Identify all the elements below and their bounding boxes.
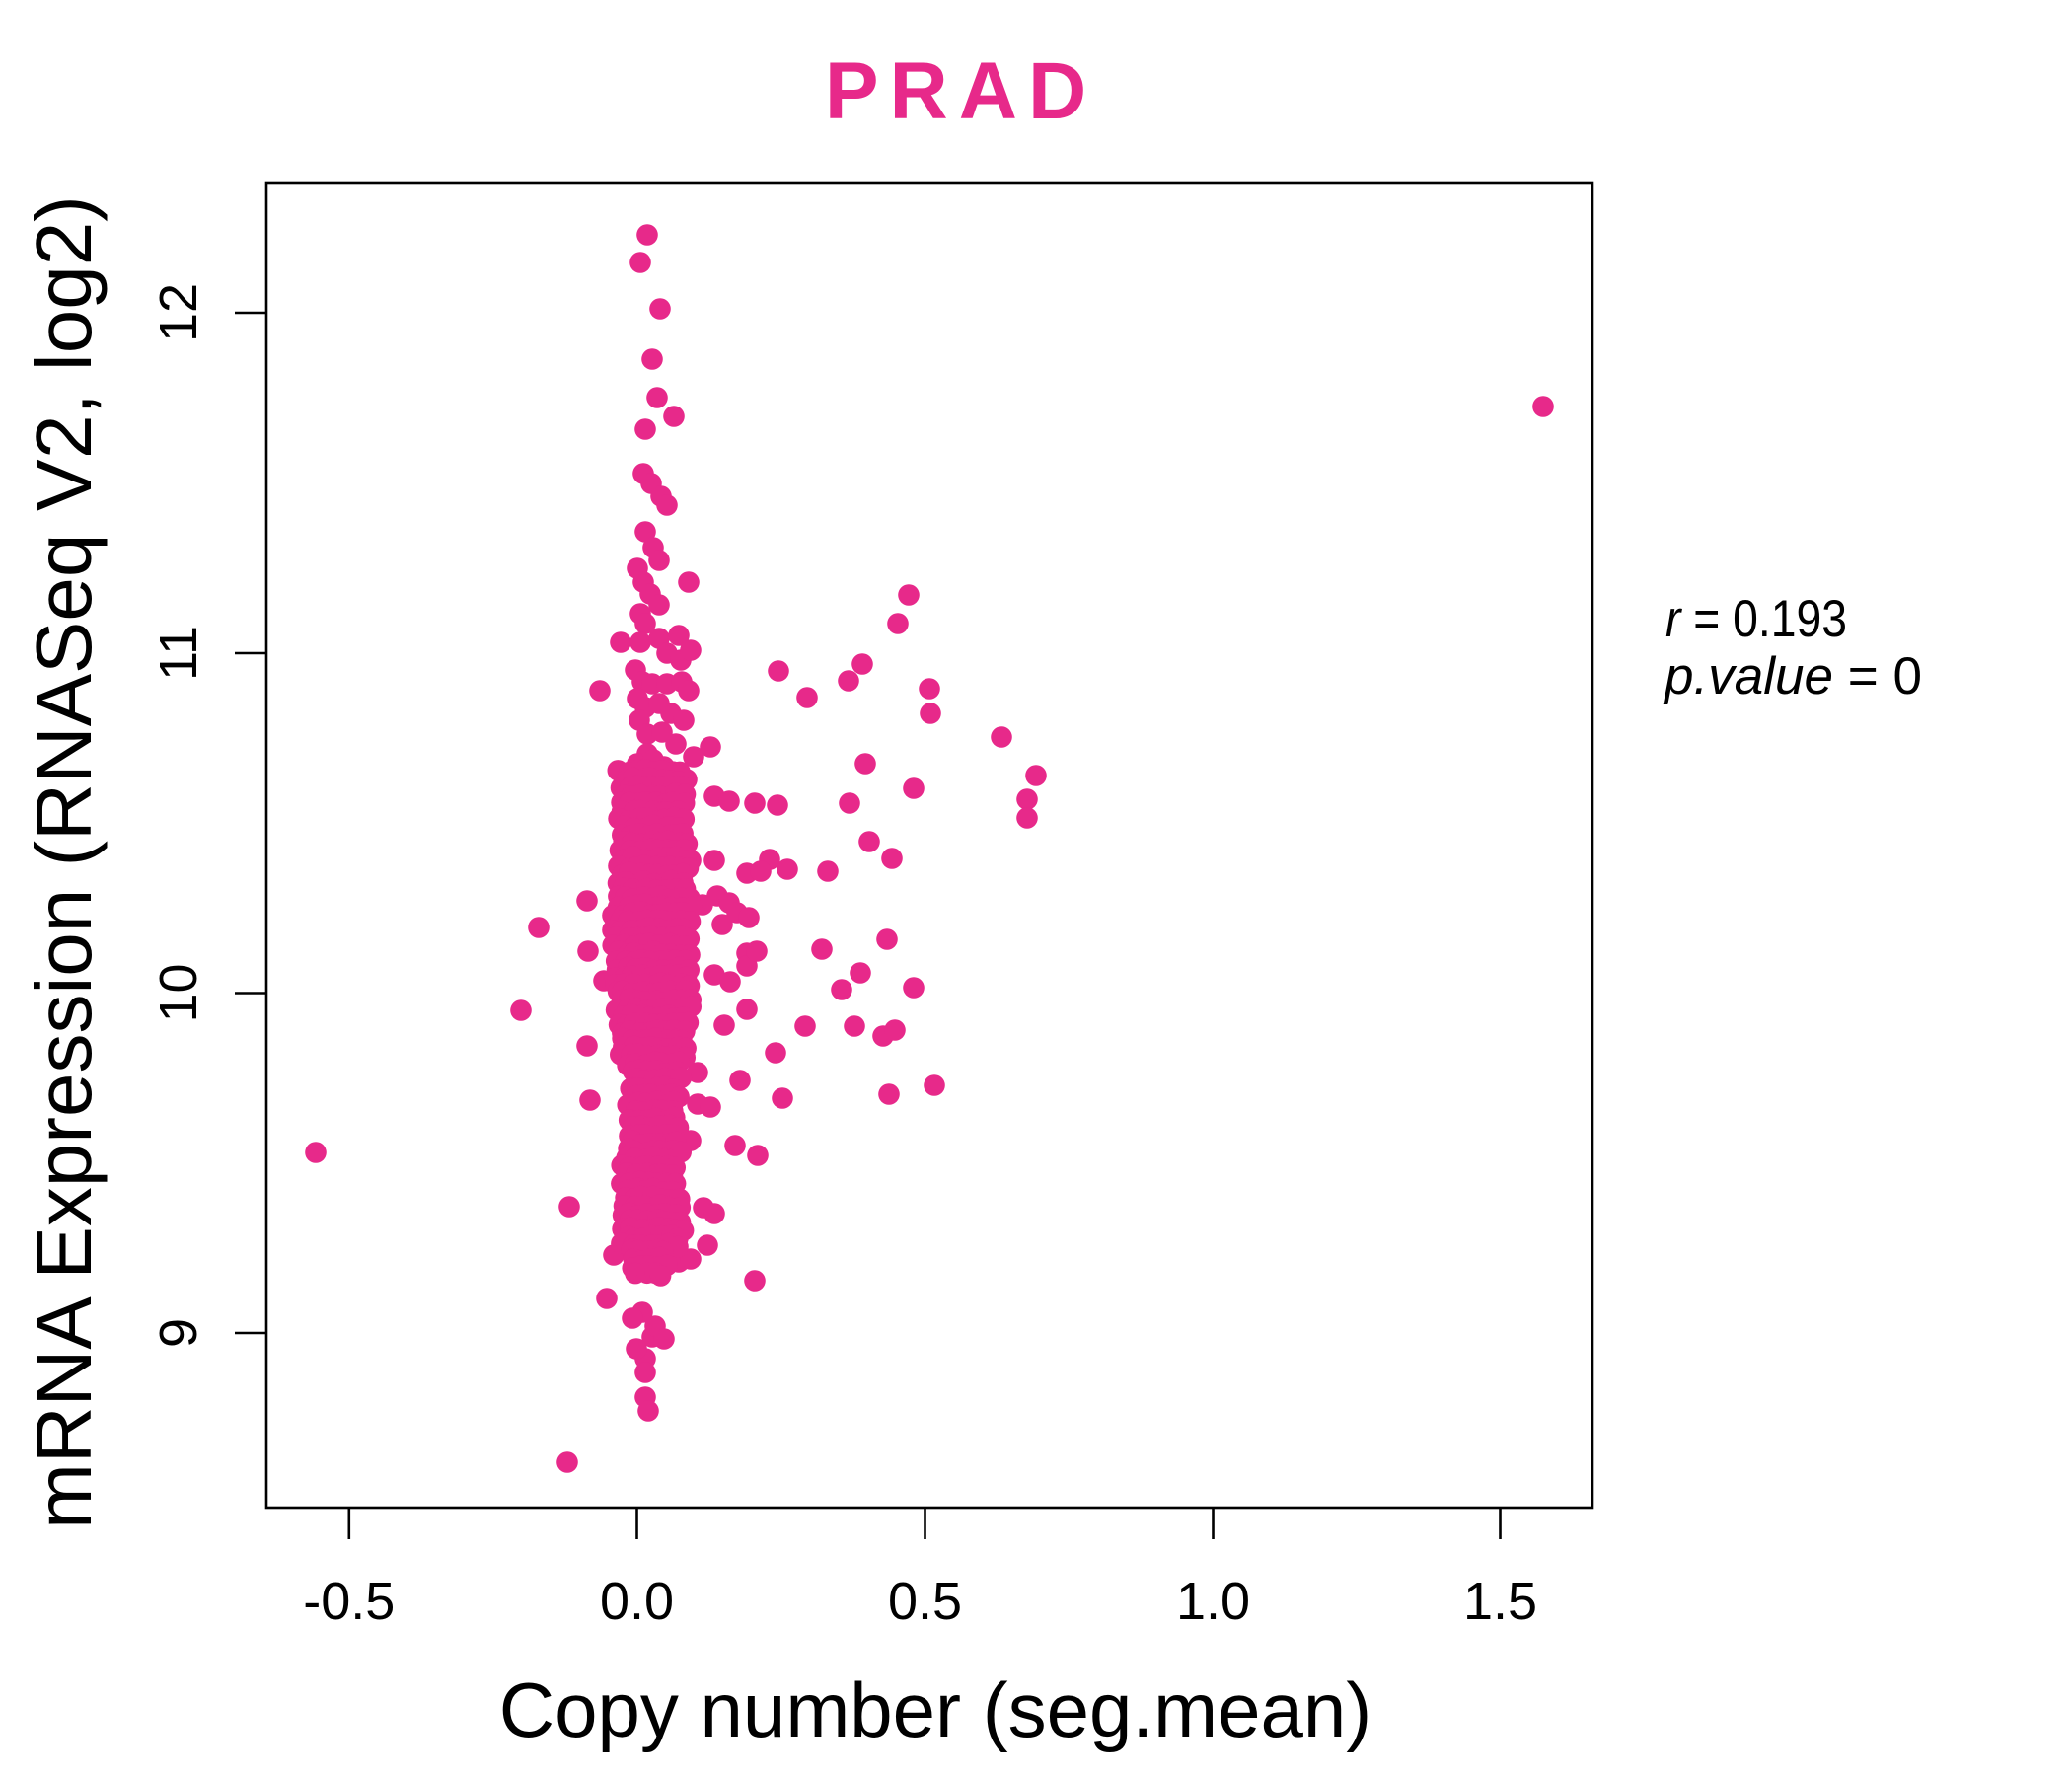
svg-text:0.5: 0.5 [888,1572,962,1631]
svg-text:-0.5: -0.5 [303,1572,395,1631]
svg-text:12: 12 [149,283,208,342]
svg-text:1.0: 1.0 [1176,1572,1250,1631]
svg-text:0.0: 0.0 [600,1572,674,1631]
svg-text:p.value = 0: p.value = 0 [1663,647,1922,705]
svg-text:10: 10 [149,963,208,1022]
svg-text:1.5: 1.5 [1463,1572,1537,1631]
svg-text:Copy number (seg.mean): Copy number (seg.mean) [499,1666,1371,1753]
svg-text:PRAD: PRAD [825,46,1097,136]
svg-text:11: 11 [149,626,208,681]
svg-text:r = 0.193: r = 0.193 [1665,590,1847,648]
svg-text:mRNA Expression (RNASeq V2, lo: mRNA Expression (RNASeq V2, log2) [20,195,108,1529]
svg-text:9: 9 [149,1318,208,1348]
